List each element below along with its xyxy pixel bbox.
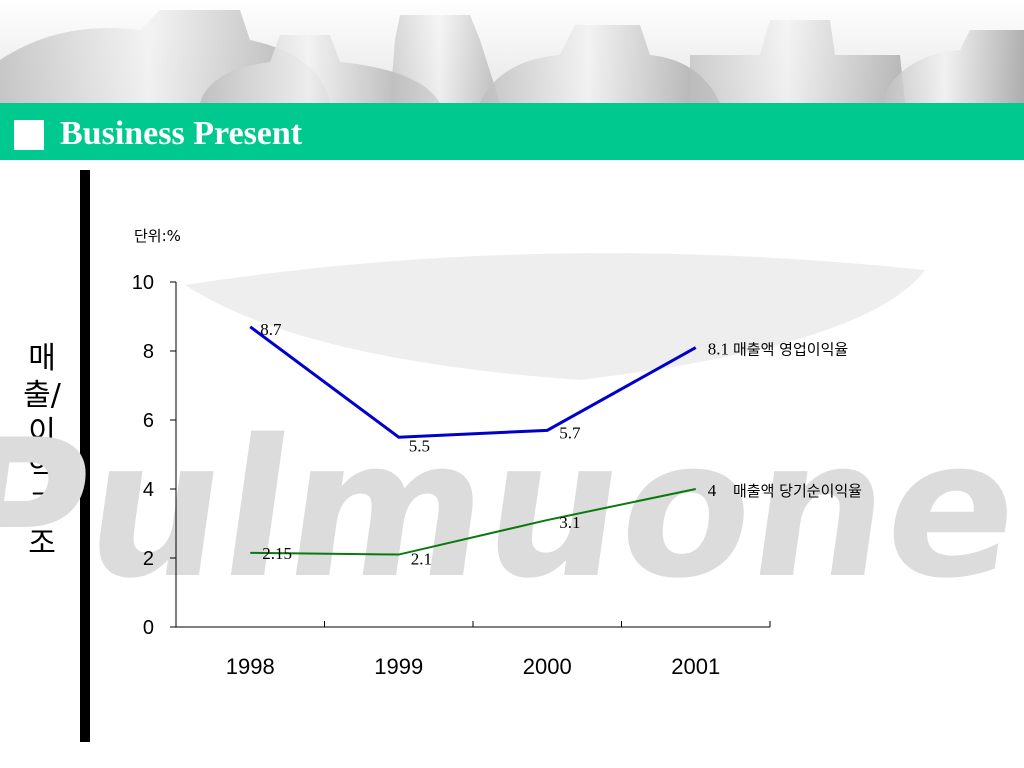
square-bullet-icon: [14, 120, 44, 150]
y-tick-label: 4: [143, 479, 154, 501]
header-banner-image: [0, 0, 1024, 103]
watermark-text: Pulmuone: [0, 400, 1024, 621]
bottles-illustration: [0, 0, 1024, 103]
data-label: 8.7: [260, 320, 282, 339]
data-label: 5.7: [559, 423, 581, 442]
data-label: 2.1: [411, 550, 432, 569]
data-label: 2.15: [262, 544, 292, 563]
y-tick-label: 6: [143, 410, 154, 432]
x-tick-label: 2001: [671, 654, 720, 679]
y-tick-label: 8: [143, 341, 154, 363]
watermark-logo: Pulmuone: [0, 253, 1024, 621]
y-tick-label: 2: [143, 548, 154, 570]
title-bar: [0, 103, 1024, 160]
data-label: 4: [708, 481, 717, 500]
x-tick-label: 1999: [374, 654, 423, 679]
axes: 0 2 4 6 8 10 1998 1999 2000 2001: [132, 272, 771, 679]
data-labels: 8.7 5.5 5.7 8.1 매출액 영업이익율 2.15 2.1 3.1 4 매출액 당기순이…: [260, 320, 862, 569]
series-line-1: [249, 325, 697, 439]
series-name-label: 매출액 영업이익율: [733, 341, 848, 359]
series: [249, 325, 697, 556]
x-tick-label: 2000: [523, 654, 572, 679]
data-label: 5.5: [409, 436, 430, 455]
series-line-2: [250, 488, 696, 556]
unit-label: 단위:%: [134, 227, 181, 245]
y-tick-label: 0: [143, 617, 154, 639]
x-tick-label: 1998: [226, 654, 275, 679]
data-label: 8.1: [708, 340, 729, 359]
data-label: 3.1: [559, 513, 580, 532]
vertical-divider: [80, 170, 90, 742]
y-tick-label: 10: [132, 272, 154, 294]
side-label: 매출/이익 구조: [23, 341, 61, 561]
series-name-label: 매출액 당기순이익율: [733, 482, 862, 500]
page-title: Business Present: [60, 115, 303, 152]
